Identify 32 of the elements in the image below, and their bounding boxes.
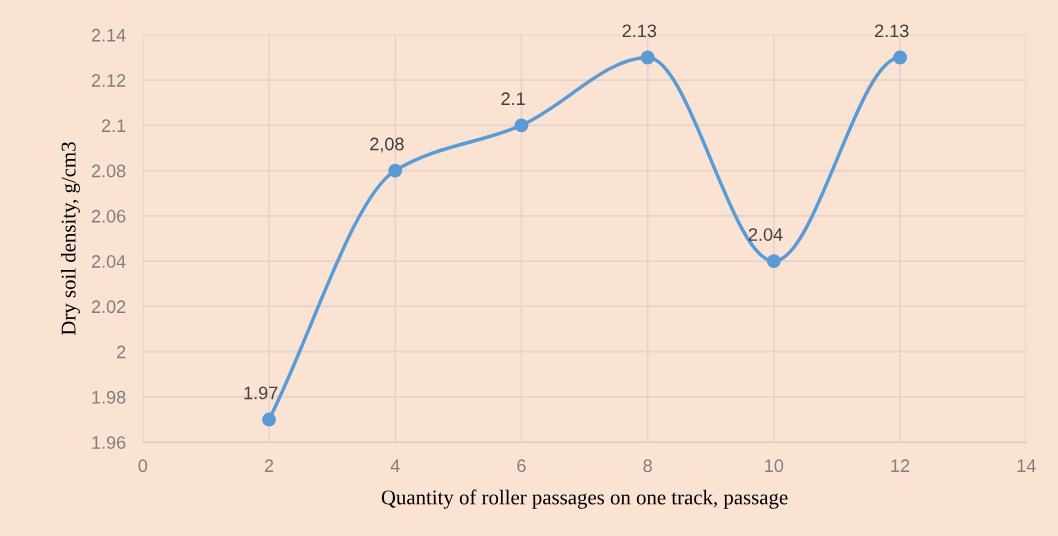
y-tick-label: 2.1 [101, 119, 126, 132]
y-tick-label: 2.14 [91, 28, 126, 42]
data-label: 2.13 [622, 24, 657, 38]
x-axis-title: Quantity of roller passages on one track, passage [381, 489, 788, 509]
y-tick-label: 1.96 [92, 436, 126, 449]
x-tick-label: 14 [1017, 459, 1036, 472]
x-tick-label: 12 [891, 459, 910, 472]
point [766, 254, 781, 269]
x-tick-label: 0 [138, 459, 148, 473]
x-tick-label: 8 [643, 459, 652, 473]
point [388, 163, 403, 178]
y-tick-label: 1.98 [92, 390, 126, 404]
data-label: 1.97 [244, 386, 278, 400]
x-tick-label: 6 [517, 459, 526, 473]
data-label: 2.04 [748, 228, 783, 241]
y-tick-label: 2.12 [91, 74, 126, 87]
y-tick-label: 2.06 [91, 209, 126, 223]
x-tick-label: 2 [264, 459, 274, 472]
point [893, 50, 908, 65]
x-tick-label: 4 [390, 459, 400, 472]
data-label: 2.13 [875, 24, 909, 38]
data-label: 2.1 [501, 92, 525, 105]
y-tick-label: 2.02 [91, 300, 126, 314]
point [262, 412, 276, 427]
y-tick-label: 2 [117, 345, 126, 359]
x-tick-label: 10 [765, 459, 784, 473]
y-tick-label: 2.04 [91, 255, 126, 268]
point [640, 50, 655, 65]
point [514, 118, 529, 133]
y-axis-title: Dry soil density, g/cm3 [60, 142, 80, 336]
y-tick-label: 2.08 [91, 164, 126, 178]
data-label: 2,08 [370, 137, 404, 153]
